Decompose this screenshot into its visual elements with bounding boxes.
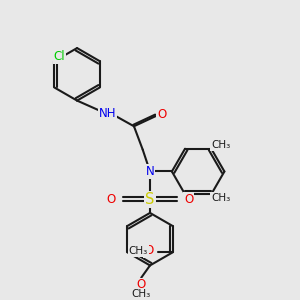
- Text: O: O: [157, 108, 166, 121]
- Text: S: S: [145, 192, 155, 207]
- Text: CH₃: CH₃: [132, 289, 151, 299]
- Text: O: O: [184, 193, 193, 206]
- Text: O: O: [107, 193, 116, 206]
- Text: CH₃: CH₃: [211, 193, 230, 203]
- Text: O: O: [136, 278, 146, 292]
- Text: Cl: Cl: [54, 50, 65, 63]
- Text: CH₃: CH₃: [211, 140, 230, 150]
- Text: CH₃: CH₃: [129, 246, 148, 256]
- Text: O: O: [144, 244, 153, 257]
- Text: NH: NH: [99, 107, 116, 120]
- Text: N: N: [146, 165, 154, 178]
